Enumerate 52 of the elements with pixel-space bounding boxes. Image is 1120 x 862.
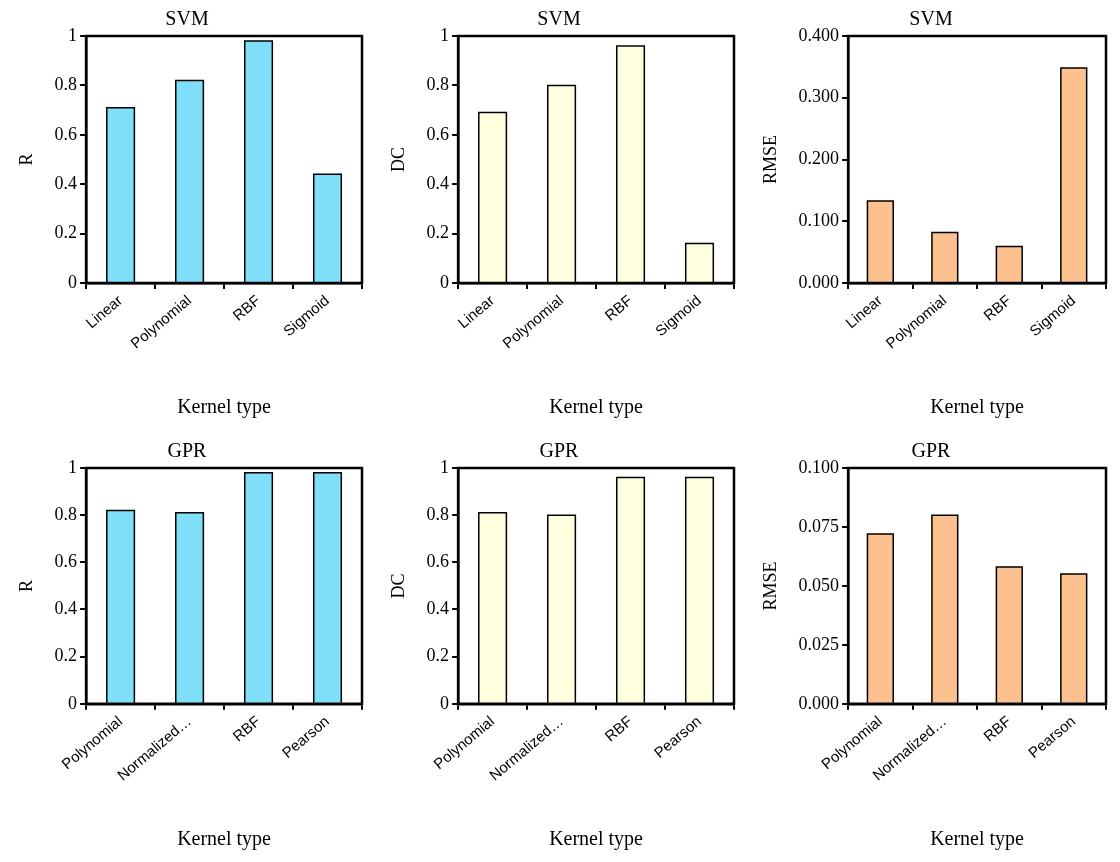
y-tick-label: 0	[68, 692, 78, 713]
y-tick-label: 0.4	[426, 598, 450, 619]
y-tick-label: 0.100	[798, 210, 840, 231]
y-tick-label: 0.050	[798, 574, 840, 595]
y-tick-label: 0.6	[54, 551, 78, 572]
y-tick-label: 1	[440, 456, 450, 477]
y-tick-label: 0.8	[426, 503, 450, 524]
y-tick-label: 1	[440, 24, 450, 45]
y-tick-label: 0	[68, 271, 78, 292]
y-tick-label: 0.4	[54, 598, 78, 619]
x-axis-title: Kernel type	[930, 395, 1025, 419]
y-tick-label: 0.100	[798, 456, 840, 477]
y-axis-title: DC	[387, 147, 408, 173]
y-tick-label: 0.2	[54, 645, 78, 666]
y-tick-label: 0.400	[798, 24, 840, 45]
y-tick-label: 0.6	[426, 551, 450, 572]
y-tick-label: 1	[68, 24, 78, 45]
y-tick-label: 0.8	[54, 74, 78, 95]
y-axis-title: RMSE	[759, 135, 780, 185]
y-axis-title: RMSE	[759, 561, 780, 611]
y-tick-label: 0.000	[798, 692, 840, 713]
chart-title: GPR	[539, 439, 580, 462]
x-axis-title: Kernel type	[549, 395, 644, 419]
y-tick-label: 0.075	[798, 515, 840, 536]
x-axis-title: Kernel type	[930, 827, 1025, 851]
x-axis-title: Kernel type	[177, 827, 272, 851]
y-tick-label: 0.2	[54, 222, 78, 243]
y-tick-label: 0.000	[798, 271, 840, 292]
chart-title: GPR	[167, 439, 208, 462]
y-tick-label: 0.4	[54, 172, 78, 193]
y-tick-label: 1	[68, 456, 78, 477]
y-axis-title: R	[15, 153, 36, 166]
y-tick-label: 0.2	[426, 645, 450, 666]
y-axis-title: DC	[387, 573, 408, 599]
y-tick-label: 0.8	[426, 74, 450, 95]
y-tick-label: 0.8	[54, 503, 78, 524]
x-axis-title: Kernel type	[177, 395, 272, 419]
y-tick-label: 0	[440, 692, 450, 713]
y-tick-label: 0.2	[426, 222, 450, 243]
y-tick-label: 0.200	[798, 148, 840, 169]
y-tick-label: 0	[440, 271, 450, 292]
chart-title: SVM	[909, 7, 953, 30]
y-tick-label: 0.025	[798, 633, 840, 654]
chart-title: GPR	[911, 439, 952, 462]
y-tick-label: 0.6	[54, 123, 78, 144]
y-axis-title: R	[15, 579, 36, 592]
y-tick-label: 0.6	[426, 123, 450, 144]
x-axis-title: Kernel type	[549, 827, 644, 851]
y-tick-label: 0.300	[798, 86, 840, 107]
chart-title: SVM	[165, 7, 209, 30]
chart-title: SVM	[537, 7, 581, 30]
y-tick-label: 0.4	[426, 172, 450, 193]
